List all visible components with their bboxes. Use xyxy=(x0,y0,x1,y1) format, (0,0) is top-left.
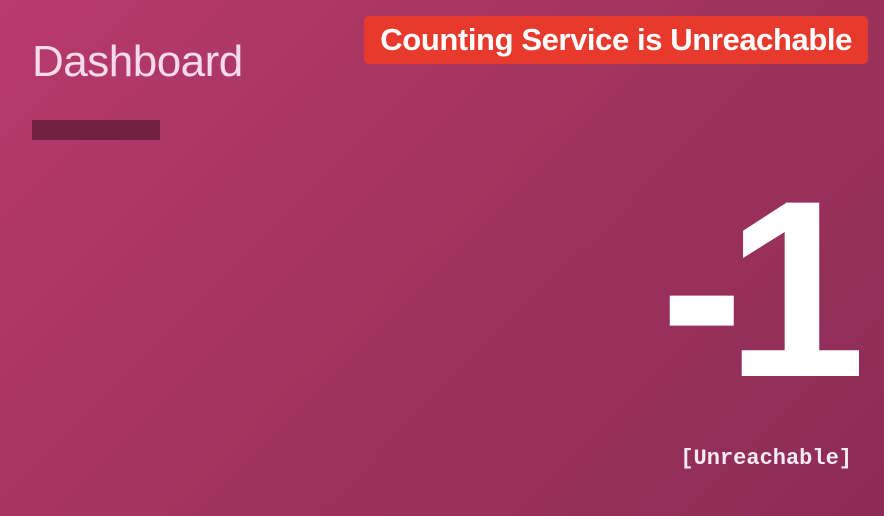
error-banner-message: Counting Service is Unreachable xyxy=(380,22,852,57)
error-banner: Counting Service is Unreachable xyxy=(364,16,868,64)
title-underline xyxy=(32,120,160,140)
service-status-text: [Unreachable] xyxy=(680,446,852,471)
page-title: Dashboard xyxy=(32,37,243,86)
count-value: -1 xyxy=(659,149,866,430)
